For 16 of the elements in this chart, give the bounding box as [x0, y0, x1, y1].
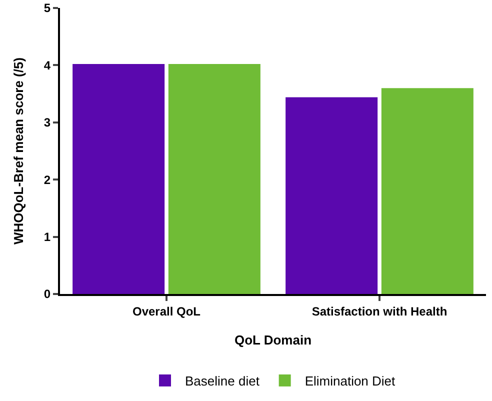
legend-label: Elimination Diet — [304, 374, 396, 389]
x-tick-label: Satisfaction with Health — [312, 304, 448, 318]
y-tick-label: 5 — [44, 1, 51, 16]
y-tick-label: 0 — [44, 287, 51, 302]
y-tick-label: 1 — [44, 230, 51, 244]
y-axis-title: WHOQoL-Bref mean score (/5) — [11, 57, 26, 245]
bar — [168, 64, 260, 294]
x-tick-label: Overall QoL — [132, 304, 201, 318]
bar — [286, 97, 378, 294]
y-tick-label: 3 — [44, 116, 51, 130]
bar — [72, 64, 165, 294]
y-tick-label: 4 — [44, 58, 51, 72]
bar — [381, 88, 474, 294]
y-tick-label: 2 — [44, 172, 51, 187]
x-axis-title: QoL Domain — [234, 332, 312, 348]
legend-label: Baseline diet — [185, 374, 260, 389]
